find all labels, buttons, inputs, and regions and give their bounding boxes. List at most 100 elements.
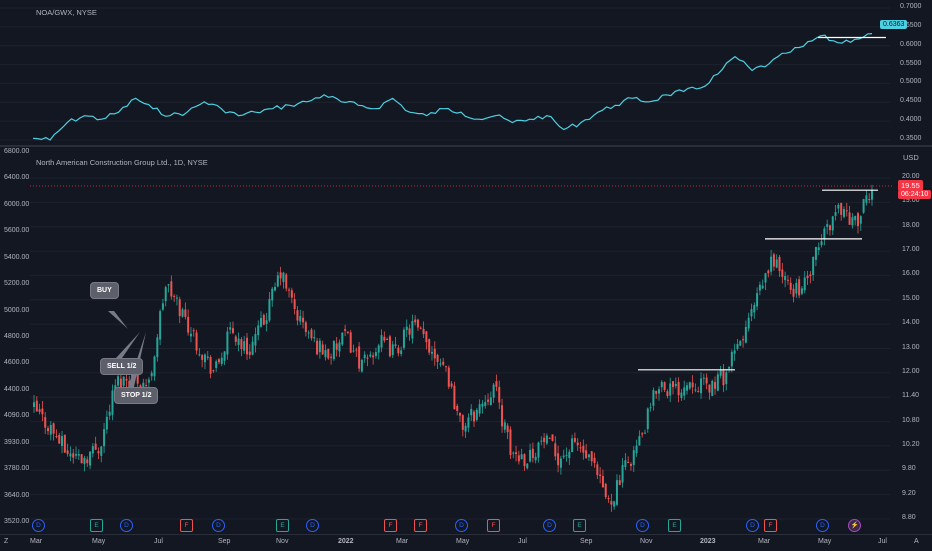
candle-body xyxy=(842,209,845,217)
candle-body xyxy=(125,378,128,381)
stop-half-annotation[interactable]: STOP 1/2 xyxy=(114,387,159,404)
candle-body xyxy=(338,342,341,352)
ratio-axis-tick: 0.3500 xyxy=(900,135,922,142)
left-axis-tick: 4800.00 xyxy=(4,333,30,340)
event-marker-f[interactable]: F xyxy=(764,519,777,532)
event-marker-f[interactable]: F xyxy=(414,519,427,532)
candle-body xyxy=(475,409,478,420)
candle-body xyxy=(47,428,50,432)
candle-body xyxy=(610,501,613,505)
left-axis-tick: 5400.00 xyxy=(4,253,30,261)
ratio-axis-tick: 0.4500 xyxy=(900,97,922,105)
candle-body xyxy=(834,212,837,216)
candle-body xyxy=(786,279,789,281)
candle-body xyxy=(543,437,546,442)
candle-body xyxy=(529,449,532,462)
candle-body xyxy=(523,454,526,467)
event-marker-e[interactable]: E xyxy=(668,519,681,532)
candle-body xyxy=(352,350,355,352)
candle-body xyxy=(526,463,529,469)
time-axis[interactable]: Z Mar May Jul Sep Nov 2022 Mar May Jul Sep Nov 2023… xyxy=(0,534,932,551)
pane-divider[interactable] xyxy=(0,145,932,147)
auto-scale-icon[interactable]: A xyxy=(914,538,919,545)
candle-body xyxy=(722,369,725,386)
main-chart-pane[interactable]: North American Construction Group Ltd., … xyxy=(0,147,932,532)
event-marker-d[interactable]: D xyxy=(746,519,759,532)
candle-body xyxy=(809,274,812,277)
event-marker-d[interactable]: D xyxy=(32,519,45,532)
candle-body xyxy=(484,402,487,406)
candle-body xyxy=(170,281,173,297)
candle-body xyxy=(145,384,148,386)
candle-body xyxy=(335,343,338,350)
comparison-pane[interactable]: NOA/GWX, NYSE 0.7000 0.6500 0.6000 0.5500 0.… xyxy=(0,0,932,145)
candle-body xyxy=(711,380,714,396)
event-marker-x[interactable]: ⚡ xyxy=(848,519,861,532)
candle-body xyxy=(503,422,506,430)
event-marker-f[interactable]: F xyxy=(384,519,397,532)
event-marker-d[interactable]: D xyxy=(306,519,319,532)
sell-half-annotation[interactable]: SELL 1/2 xyxy=(100,358,144,375)
time-axis-tick: May xyxy=(818,538,832,545)
right-axis-tick: 17.00 xyxy=(902,246,920,254)
time-axis-tick: May xyxy=(456,538,470,545)
event-marker-e[interactable]: E xyxy=(90,519,103,532)
event-marker-d[interactable]: D xyxy=(543,519,556,532)
candle-body xyxy=(38,409,41,412)
event-marker-e[interactable]: E xyxy=(276,519,289,532)
candle-body xyxy=(750,309,753,317)
left-axis-tick: 5200.00 xyxy=(4,280,30,288)
candle-body xyxy=(467,417,470,428)
candle-body xyxy=(643,432,646,434)
left-axis-tick: 4400.00 xyxy=(4,385,30,393)
candle-body xyxy=(601,476,604,488)
right-axis-tick: 16.00 xyxy=(902,270,920,278)
candle-body xyxy=(747,317,750,329)
candle-body xyxy=(66,450,69,454)
candle-body xyxy=(271,288,274,301)
event-marker-d[interactable]: D xyxy=(120,519,133,532)
candle-body xyxy=(691,382,694,388)
candle-body xyxy=(579,447,582,449)
candle-body xyxy=(756,293,759,307)
time-axis-tick: 2022 xyxy=(338,538,354,545)
event-marker-f[interactable]: F xyxy=(487,519,500,532)
candle-body xyxy=(391,344,394,356)
event-marker-d[interactable]: D xyxy=(212,519,225,532)
candle-body xyxy=(784,276,787,281)
right-axis-tick: 20.00 xyxy=(902,173,920,180)
buy-annotation[interactable]: BUY xyxy=(90,282,119,299)
candle-body xyxy=(206,356,209,358)
candle-body xyxy=(83,457,86,465)
candle-body xyxy=(512,452,515,454)
event-marker-f[interactable]: F xyxy=(180,519,193,532)
candle-body xyxy=(531,448,534,458)
candle-body xyxy=(187,316,190,333)
candle-body xyxy=(304,322,307,332)
candle-body xyxy=(817,247,820,251)
candle-body xyxy=(366,357,369,359)
candle-body xyxy=(573,437,576,442)
candle-body xyxy=(153,356,156,377)
candle-body xyxy=(660,381,663,388)
event-marker-e[interactable]: E xyxy=(573,519,586,532)
candle-body xyxy=(41,408,44,415)
candle-body xyxy=(450,383,453,387)
candle-body xyxy=(795,282,798,294)
event-marker-d[interactable]: D xyxy=(816,519,829,532)
event-marker-d[interactable]: D xyxy=(455,519,468,532)
candle-body xyxy=(262,314,265,325)
symbol-title: North American Construction Group Ltd., … xyxy=(36,158,208,167)
ratio-title: NOA/GWX, NYSE xyxy=(36,8,97,17)
timezone-icon[interactable]: Z xyxy=(4,538,9,545)
candle-body xyxy=(736,344,739,349)
event-marker-d[interactable]: D xyxy=(636,519,649,532)
candle-body xyxy=(198,354,201,356)
candle-body xyxy=(442,361,445,365)
left-axis-tick: 4090.00 xyxy=(4,412,30,420)
candle-body xyxy=(139,385,142,388)
candle-body xyxy=(742,339,745,341)
candle-body xyxy=(383,336,386,341)
candle-body xyxy=(862,199,865,213)
time-axis-tick: Jul xyxy=(518,538,527,545)
